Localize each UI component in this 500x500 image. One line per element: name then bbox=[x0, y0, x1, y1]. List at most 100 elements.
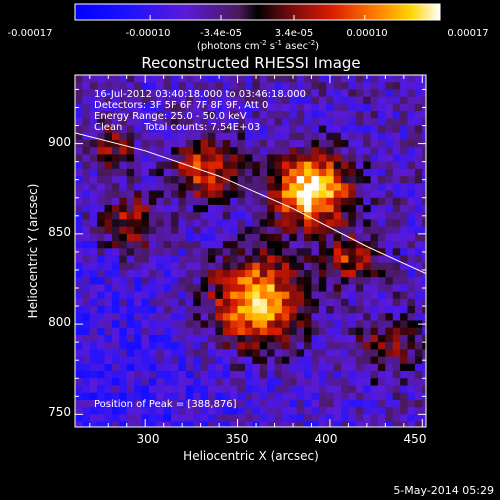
heatmap-cell bbox=[422, 371, 426, 379]
heatmap-cell bbox=[185, 385, 194, 394]
heatmap-cell bbox=[326, 356, 335, 365]
heatmap-cell bbox=[296, 118, 305, 127]
heatmap-cell bbox=[259, 176, 268, 184]
heatmap-cell bbox=[274, 183, 283, 192]
heatmap-cell bbox=[363, 349, 372, 358]
heatmap-cell bbox=[304, 262, 313, 271]
heatmap-cell bbox=[104, 212, 113, 221]
heatmap-cell bbox=[185, 356, 194, 365]
heatmap-cell bbox=[156, 168, 165, 177]
heatmap-cell bbox=[422, 421, 426, 427]
heatmap-cell bbox=[215, 392, 224, 401]
heatmap-cell bbox=[244, 421, 253, 427]
heatmap-cell bbox=[430, 292, 438, 300]
heatmap-cell bbox=[82, 349, 91, 358]
heatmap-cell bbox=[237, 96, 246, 105]
heatmap-cell bbox=[148, 313, 157, 322]
heatmap-cell bbox=[377, 212, 386, 221]
heatmap-cell bbox=[89, 226, 98, 235]
heatmap-cell bbox=[134, 190, 143, 199]
heatmap-cell bbox=[89, 82, 98, 91]
heatmap-cell bbox=[348, 111, 357, 119]
heatmap-cell bbox=[400, 161, 409, 170]
heatmap-cell bbox=[119, 269, 128, 278]
heatmap-cell bbox=[185, 176, 194, 184]
heatmap-cell bbox=[363, 334, 372, 343]
heatmap-cell bbox=[222, 183, 231, 192]
heatmap-cell bbox=[126, 342, 135, 350]
heatmap-cell bbox=[311, 82, 320, 91]
heatmap-cell bbox=[377, 262, 386, 271]
heatmap-cell bbox=[244, 342, 253, 350]
heatmap-cell bbox=[400, 176, 409, 184]
heatmap-cell bbox=[259, 161, 268, 170]
heatmap-cell bbox=[237, 392, 246, 401]
heatmap-cell bbox=[148, 399, 157, 408]
heatmap-cell bbox=[178, 161, 187, 170]
heatmap-cell bbox=[244, 320, 253, 329]
x-tick-label: 450 bbox=[404, 432, 427, 446]
heatmap-cell bbox=[304, 421, 313, 427]
heatmap-cell bbox=[348, 298, 357, 307]
heatmap-cell bbox=[126, 96, 135, 105]
heatmap-cell bbox=[430, 313, 438, 321]
heatmap-cell bbox=[326, 313, 335, 322]
heatmap-cell bbox=[244, 313, 253, 322]
heatmap-cell bbox=[82, 89, 91, 98]
heatmap-cell bbox=[230, 262, 239, 271]
heatmap-cell bbox=[178, 385, 187, 394]
heatmap-cell bbox=[385, 356, 394, 365]
heatmap-cell bbox=[237, 298, 246, 307]
heatmap-cell bbox=[370, 392, 379, 401]
heatmap-cell bbox=[111, 356, 120, 365]
x-tick-label: 350 bbox=[226, 432, 249, 446]
heatmap-cell bbox=[193, 183, 202, 192]
heatmap-cell bbox=[178, 313, 187, 322]
heatmap-cell bbox=[163, 356, 172, 365]
heatmap-cell bbox=[126, 277, 135, 285]
heatmap-cell bbox=[215, 139, 224, 148]
heatmap-cell bbox=[267, 241, 276, 249]
heatmap-cell bbox=[326, 168, 335, 177]
heatmap-cell bbox=[296, 204, 305, 213]
heatmap-cell bbox=[370, 89, 379, 98]
heatmap-cell bbox=[318, 421, 327, 427]
heatmap-cell bbox=[363, 111, 372, 119]
heatmap-cell bbox=[237, 414, 246, 423]
heatmap-cell bbox=[318, 82, 327, 91]
heatmap-cell bbox=[119, 363, 128, 372]
heatmap-cell bbox=[193, 168, 202, 177]
heatmap-cell bbox=[430, 371, 438, 379]
heatmap-cell bbox=[119, 429, 127, 437]
unit-part: s bbox=[267, 41, 275, 52]
heatmap-cell bbox=[126, 356, 135, 365]
heatmap-cell bbox=[304, 429, 312, 437]
heatmap-cell bbox=[414, 233, 423, 242]
heatmap-cell bbox=[134, 371, 143, 379]
heatmap-cell bbox=[377, 75, 386, 83]
heatmap-cell bbox=[274, 118, 283, 127]
heatmap-cell bbox=[244, 212, 253, 221]
heatmap-cell bbox=[370, 82, 379, 91]
heatmap-cell bbox=[363, 269, 372, 278]
heatmap-cell bbox=[89, 154, 98, 163]
heatmap-cell bbox=[370, 241, 379, 249]
heatmap-cell bbox=[341, 118, 350, 127]
heatmap-cell bbox=[341, 291, 350, 300]
heatmap-cell bbox=[185, 378, 194, 387]
heatmap-cell bbox=[377, 421, 386, 427]
heatmap-cell bbox=[311, 111, 320, 119]
heatmap-cell bbox=[252, 334, 261, 343]
heatmap-cell bbox=[244, 75, 253, 83]
heatmap-cell bbox=[370, 327, 379, 336]
heatmap-cell bbox=[363, 212, 372, 221]
heatmap-cell bbox=[222, 132, 231, 141]
heatmap-cell bbox=[134, 407, 143, 415]
heatmap-cell bbox=[208, 414, 216, 423]
heatmap-cell bbox=[171, 291, 180, 300]
heatmap-cell bbox=[193, 118, 202, 127]
heatmap-cell bbox=[111, 82, 120, 91]
heatmap-cell bbox=[267, 139, 276, 148]
heatmap-cell bbox=[356, 429, 364, 437]
heatmap-cell bbox=[281, 363, 290, 372]
